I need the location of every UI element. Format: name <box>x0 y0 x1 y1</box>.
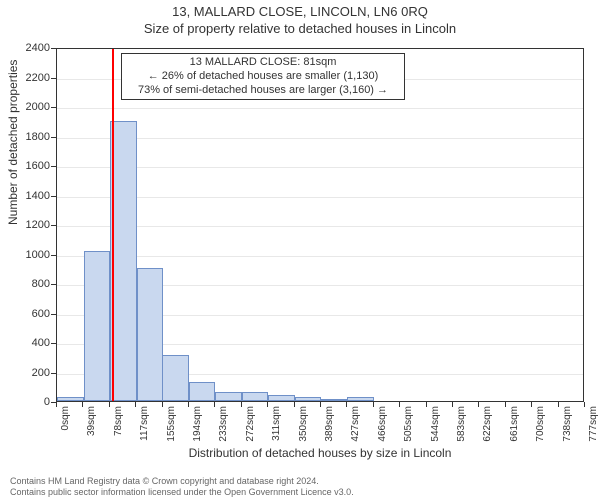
x-tick <box>558 402 559 407</box>
x-tick-label: 777sqm <box>588 406 599 442</box>
footer-line1: Contains HM Land Registry data © Crown c… <box>10 476 354 487</box>
histogram-bar <box>84 251 111 401</box>
x-tick <box>82 402 83 407</box>
x-axis-label: Distribution of detached houses by size … <box>56 446 584 460</box>
footer-line2: Contains public sector information licen… <box>10 487 354 498</box>
x-tick-label: 661sqm <box>509 406 520 442</box>
y-tick-label: 2200 <box>26 72 50 84</box>
annotation-box: 13 MALLARD CLOSE: 81sqm← 26% of detached… <box>121 53 405 100</box>
x-tick <box>188 402 189 407</box>
chart-title: 13, MALLARD CLOSE, LINCOLN, LN6 0RQ <box>0 4 600 19</box>
x-tick-label: 78sqm <box>113 406 124 436</box>
y-tick-label: 800 <box>32 278 50 290</box>
x-tick-label: 622sqm <box>482 406 493 442</box>
x-tick <box>505 402 506 407</box>
y-tick-label: 1200 <box>26 219 50 231</box>
marker-line <box>112 49 114 401</box>
annotation-line1: 13 MALLARD CLOSE: 81sqm <box>128 56 398 70</box>
y-tick-label: 2400 <box>26 42 50 54</box>
x-tick-label: 389sqm <box>324 406 335 442</box>
x-tick <box>584 402 585 407</box>
x-tick <box>135 402 136 407</box>
x-tick-label: 155sqm <box>166 406 177 442</box>
x-tick-label: 117sqm <box>139 406 150 441</box>
histogram-bar <box>162 355 189 401</box>
histogram-bar <box>215 392 242 401</box>
x-tick <box>478 402 479 407</box>
histogram-bar <box>242 392 269 401</box>
x-tick <box>452 402 453 407</box>
y-tick-label: 1600 <box>26 160 50 172</box>
x-tick-label: 233sqm <box>218 406 229 442</box>
x-tick <box>267 402 268 407</box>
x-tick-label: 350sqm <box>298 406 309 442</box>
y-tick-label: 400 <box>32 337 50 349</box>
y-tick-label: 2000 <box>26 101 50 113</box>
x-tick-label: 466sqm <box>377 406 388 442</box>
x-tick-label: 738sqm <box>562 406 573 442</box>
chart-container: 13, MALLARD CLOSE, LINCOLN, LN6 0RQ Size… <box>0 4 600 500</box>
x-tick <box>426 402 427 407</box>
annotation-line3: 73% of semi-detached houses are larger (… <box>128 84 398 98</box>
x-tick-label: 583sqm <box>456 406 467 442</box>
x-tick <box>56 402 57 407</box>
annotation-line2: ← 26% of detached houses are smaller (1,… <box>128 70 398 84</box>
x-tick-label: 311sqm <box>271 406 282 441</box>
x-tick <box>162 402 163 407</box>
plot-area-wrapper: 13 MALLARD CLOSE: 81sqm← 26% of detached… <box>56 48 584 402</box>
histogram-bar <box>57 397 84 401</box>
x-tick <box>294 402 295 407</box>
footer-attribution: Contains HM Land Registry data © Crown c… <box>10 476 354 499</box>
x-tick-label: 0sqm <box>60 406 71 430</box>
plot-area: 13 MALLARD CLOSE: 81sqm← 26% of detached… <box>56 48 584 402</box>
x-tick <box>346 402 347 407</box>
histogram-bar <box>295 397 322 401</box>
y-tick-label: 0 <box>44 396 50 408</box>
x-tick <box>531 402 532 407</box>
gridline <box>57 49 583 50</box>
x-tick <box>109 402 110 407</box>
x-tick <box>320 402 321 407</box>
x-tick <box>214 402 215 407</box>
x-tick <box>399 402 400 407</box>
y-tick-label: 1400 <box>26 190 50 202</box>
x-tick-label: 505sqm <box>403 406 414 442</box>
x-tick-label: 427sqm <box>350 406 361 442</box>
histogram-bar <box>321 399 348 401</box>
x-tick-label: 39sqm <box>86 406 97 436</box>
y-axis-label: Number of detached properties <box>6 60 20 225</box>
x-tick-label: 700sqm <box>535 406 546 442</box>
x-tick <box>241 402 242 407</box>
histogram-bar <box>347 397 374 401</box>
x-tick-label: 194sqm <box>192 406 203 442</box>
x-tick <box>373 402 374 407</box>
y-tick-label: 1800 <box>26 131 50 143</box>
histogram-bar <box>137 268 164 401</box>
y-tick-label: 600 <box>32 308 50 320</box>
gridline <box>57 108 583 109</box>
x-tick-label: 544sqm <box>430 406 441 442</box>
y-tick-label: 1000 <box>26 249 50 261</box>
histogram-bar <box>268 395 295 401</box>
histogram-bar <box>189 382 216 401</box>
x-axis: 0sqm 39sqm 78sqm 117sqm 155sqm 194sqm 233sqm 27… <box>56 402 584 450</box>
chart-subtitle: Size of property relative to detached ho… <box>0 21 600 36</box>
y-tick-label: 200 <box>32 367 50 379</box>
x-tick-label: 272sqm <box>245 406 256 442</box>
